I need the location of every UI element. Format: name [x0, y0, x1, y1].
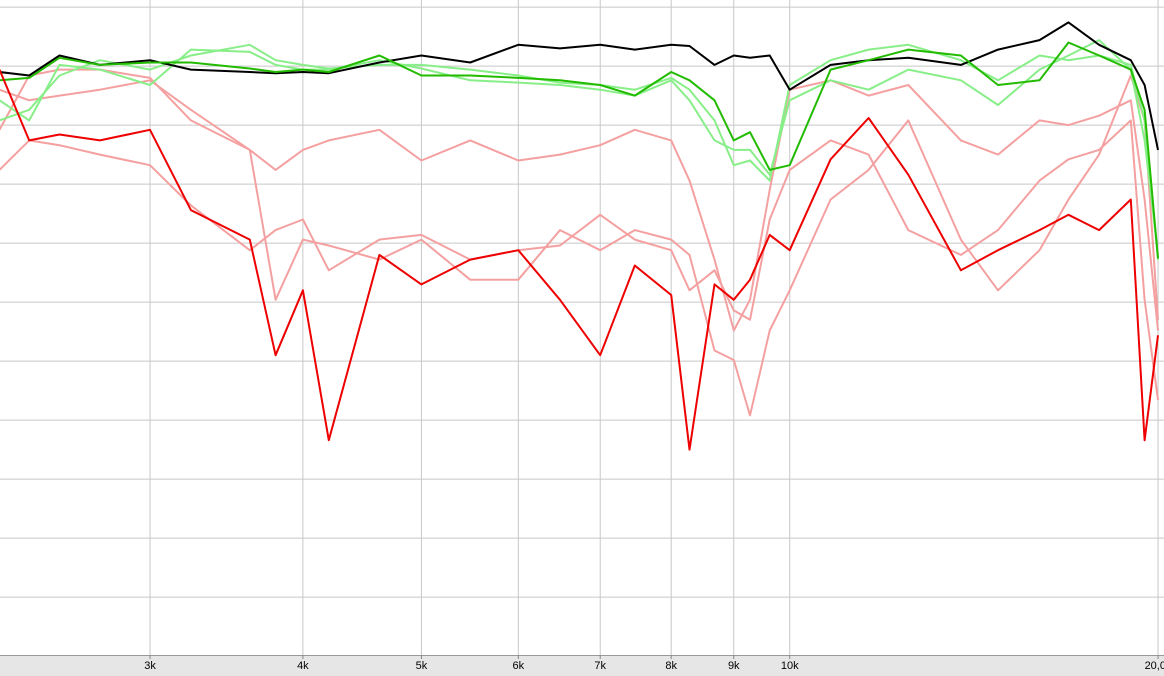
x-axis-strip [0, 656, 1164, 676]
x-axis-labels: 3k 4k 5k 6k 7k 8k 9k 10k 20,0k [144, 655, 1164, 672]
lines [0, 21, 1159, 451]
x-tick-label: 9k [728, 660, 740, 672]
series-line [0, 21, 1159, 151]
series-line [0, 43, 1159, 260]
series-line [0, 39, 1159, 256]
series-line [0, 79, 1159, 332]
series-line [0, 69, 1159, 451]
x-tick-label: 6k [513, 660, 525, 672]
x-tick-label: 4k [297, 660, 309, 672]
x-tick-label: 3k [144, 660, 156, 672]
x-tick-label: 20,0k [1145, 660, 1164, 672]
x-tick-label: 7k [594, 660, 606, 672]
x-tick-label: 10k [781, 660, 799, 672]
series-line [0, 119, 1159, 401]
x-tick-label: 5k [416, 660, 428, 672]
series-line [0, 68, 1159, 417]
series-line [0, 41, 1159, 259]
x-tick-label: 8k [665, 660, 677, 672]
